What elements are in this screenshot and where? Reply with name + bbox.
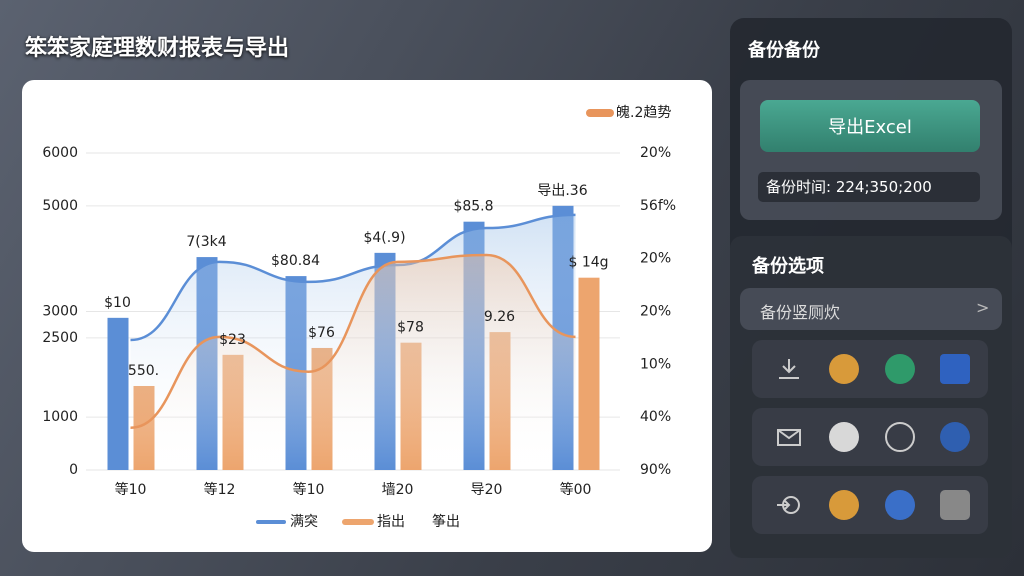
info-icon[interactable] [885,490,915,520]
data-label: 导出.36 [537,183,587,199]
y-tick-label: 6000 [42,145,78,161]
data-label: $23 [219,332,246,348]
y2-tick-label: 20% [640,251,671,267]
data-label: 550. [128,363,159,379]
x-tick-label: 等10 [293,481,325,498]
data-label: $78 [397,320,424,336]
page-title: 笨笨家庭理数财报表与导出 [25,36,290,61]
options-card: 备份选项 备份竖厕炊 > [730,236,1012,558]
data-label: 7(3k4 [186,234,226,250]
export-button[interactable]: 导出Excel [760,100,980,152]
options-title: 备份选项 [752,256,824,277]
icon-row [752,340,988,398]
y-tick-label: 3000 [42,304,78,320]
check-icon[interactable] [885,354,915,384]
y2-tick-label: 90% [640,462,671,478]
x-tick-label: 导20 [471,482,503,498]
legend-label: 满突 [290,514,318,530]
export-card: 导出Excel 备份时间: 224;350;200 [740,80,1002,220]
x-tick-label: 等10 [115,481,147,498]
line [130,213,576,342]
y-tick-label: 5000 [42,198,78,214]
word-icon[interactable] [940,354,970,384]
icon-row [752,408,988,466]
backup-time: 备份时间: 224;350;200 [758,172,980,202]
x-tick-label: 等12 [204,481,236,498]
bar [578,277,600,470]
y-tick-label: 1000 [42,409,78,425]
hash-icon[interactable] [829,490,859,520]
options-row-label: 备份竖厕炊 [760,303,841,322]
data-label: $4(.9) [363,230,405,246]
y2-tick-label: 56f% [640,198,676,214]
legend-label: 指出 [377,514,405,530]
icon-row [752,476,988,534]
data-label: $80.84 [271,253,320,269]
coin-icon[interactable] [829,354,859,384]
data-label: $ 14g [568,255,608,271]
y2-tick-label: 20% [640,304,671,320]
data-label: $85.8 [453,199,493,215]
options-row[interactable]: 备份竖厕炊 > [740,288,1002,330]
bar [107,317,129,470]
y2-tick-label: 40% [640,409,671,425]
chevron: > [976,298,990,317]
y2-tick-label: 10% [640,356,671,372]
line-area [130,254,576,470]
side-panel: 备份备份 导出Excel 备份时间: 224;350;200 备份选项 备份竖厕… [730,18,1012,558]
legend-label: 筝出 [432,513,460,530]
y-tick-label: 0 [69,462,78,478]
x-tick-label: 等00 [560,481,592,498]
mail-icon[interactable] [774,422,804,452]
sync-icon[interactable] [829,422,859,452]
panel-title: 备份备份 [748,40,820,61]
y2-tick-label: 20% [640,145,671,161]
grid-icon[interactable] [885,422,915,452]
data-label: $10 [104,295,131,311]
data-label: 9.26 [484,309,515,325]
lock-icon[interactable] [940,490,970,520]
download-icon[interactable] [774,354,804,384]
import-icon[interactable] [774,490,804,520]
legend-label: 魄.2趋势 [616,105,671,121]
data-label: $76 [308,325,335,341]
y-tick-label: 2500 [42,330,78,346]
x-tick-label: 墙20 [382,482,414,498]
cloud-icon[interactable] [940,422,970,452]
line [130,253,576,429]
